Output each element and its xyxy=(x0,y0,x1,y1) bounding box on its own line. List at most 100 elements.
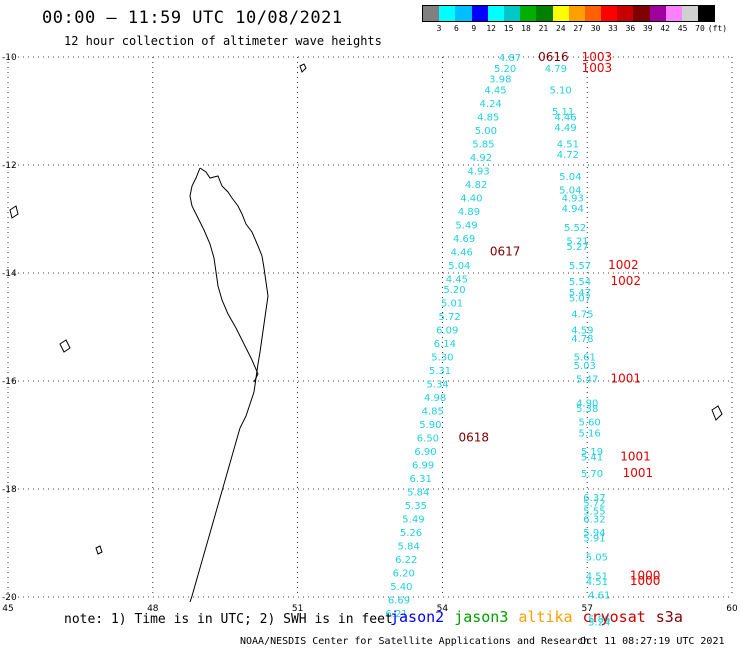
pass-time-label: 1002 xyxy=(608,258,639,272)
legend-tick-label: 15 xyxy=(503,24,514,33)
lat-tick-label: -18 xyxy=(2,485,17,495)
satellite-cryosat: cryosat xyxy=(582,608,646,626)
page-title: 00:00 – 11:59 UTC 10/08/2021 xyxy=(42,8,343,28)
pass-time-label: 1000 xyxy=(630,574,661,588)
legend-tick-label: 36 xyxy=(625,24,636,33)
legend-tick-label: 3 xyxy=(436,24,442,33)
island-west-1 xyxy=(9,205,19,219)
lon-tick-label: 60 xyxy=(726,604,738,614)
wave-height-label: 4.45 xyxy=(484,85,506,96)
wave-height-label: 5.85 xyxy=(472,139,494,150)
wave-height-label: 4.49 xyxy=(554,123,576,134)
wave-height-label: 5.04 xyxy=(448,261,470,272)
wave-height-label: 3.98 xyxy=(489,75,511,86)
legend-tick-label: 39 xyxy=(642,24,653,33)
wave-height-label: 5.84 xyxy=(397,542,419,553)
legend-swatch xyxy=(439,6,456,21)
wave-height-label: 4.40 xyxy=(460,193,482,204)
satellite-jason3: jason3 xyxy=(454,608,509,626)
lon-tick-label: 57 xyxy=(581,604,592,614)
legend-swatch xyxy=(665,6,682,21)
lat-tick-label: -14 xyxy=(2,269,17,279)
legend-swatch xyxy=(487,6,504,21)
legend-swatch xyxy=(552,6,569,21)
legend-tick-label: 27 xyxy=(573,24,584,33)
pass-time-label: 1003 xyxy=(582,50,613,64)
wave-height-label: 5.91 xyxy=(583,534,605,545)
wave-height-label: 4.51 xyxy=(557,139,579,150)
pass-time-label: 0618 xyxy=(458,431,489,445)
wave-height-label: 4.87 xyxy=(499,53,521,64)
lat-tick-label: -20 xyxy=(2,593,17,603)
wave-height-label: 4.90 xyxy=(576,399,598,410)
island-reunion xyxy=(711,405,723,421)
wave-height-label: 4.78 xyxy=(571,334,593,345)
wave-height-label: 6.21 xyxy=(385,609,407,620)
lon-tick-label: 45 xyxy=(2,604,13,614)
lon-tick-label: 54 xyxy=(437,604,449,614)
legend-swatch xyxy=(682,6,699,21)
wave-height-label: 5.49 xyxy=(455,220,477,231)
legend-swatch xyxy=(536,6,553,21)
wave-height-label: 5.47 xyxy=(569,288,591,299)
wave-height-label: 4.85 xyxy=(422,407,444,418)
wave-height-label: 5.03 xyxy=(574,361,596,372)
wave-height-label: 5.86 xyxy=(588,615,610,626)
wave-height-label: 4.98 xyxy=(424,393,446,404)
satellite-key: jason2 jason3 altika cryosat s3a xyxy=(390,608,693,626)
legend-swatch xyxy=(455,6,472,21)
wave-height-label: 4.46 xyxy=(451,247,473,258)
pass-time-label: 1001 xyxy=(623,466,654,480)
wave-height-label: 6.22 xyxy=(395,555,417,566)
wave-height-label: 5.21 xyxy=(566,237,588,248)
pass-time-label: 1000 xyxy=(630,568,661,582)
legend-swatch xyxy=(520,6,537,21)
wave-height-label: 4.79 xyxy=(545,64,567,75)
wave-height-label: 5.27 xyxy=(566,242,588,253)
wave-height-label: 4.46 xyxy=(554,112,576,123)
legend-tick-label: 24 xyxy=(555,24,566,33)
legend-swatch xyxy=(698,6,715,21)
wave-height-label: 6.20 xyxy=(393,569,415,580)
wave-height-label: 4.75 xyxy=(571,310,593,321)
wave-height-label: 5.72 xyxy=(583,499,605,510)
wave-height-label: 5.54 xyxy=(569,277,591,288)
lat-tick-label: -10 xyxy=(2,53,17,63)
legend-tick-label: 33 xyxy=(608,24,618,33)
wave-height-label: 4.93 xyxy=(562,193,584,204)
wave-height-label: 5.90 xyxy=(419,420,441,431)
wave-height-label: 6.50 xyxy=(417,434,439,445)
altimeter-pass-west: 4.875.203.984.454.244.855.005.854.924.93… xyxy=(385,53,521,620)
altimeter-pass-east: 4.795.105.114.464.494.514.725.045.044.93… xyxy=(545,64,611,628)
wave-height-label: 5.70 xyxy=(581,469,603,480)
wave-height-label: 4.51 xyxy=(586,577,608,588)
pass-time-label: 0617 xyxy=(490,244,521,258)
wave-height-label: 5.05 xyxy=(586,553,608,564)
wave-height-label: 4.92 xyxy=(470,153,492,164)
wave-height-label: 6.14 xyxy=(434,339,456,350)
legend-tick-label: 18 xyxy=(521,24,531,33)
wave-height-label: 5.16 xyxy=(578,428,600,439)
wave-height-label: 5.57 xyxy=(569,261,591,272)
legend-swatch xyxy=(584,6,602,21)
wave-height-label: 4.82 xyxy=(465,180,487,191)
wave-height-label: 4.51 xyxy=(586,571,608,582)
wave-height-label: 6.31 xyxy=(410,474,432,485)
legend-swatch xyxy=(617,6,634,21)
wave-height-label: 4.72 xyxy=(557,150,579,161)
credit-text: NOAA/NESDIS Center for Satellite Applica… xyxy=(240,636,590,647)
lat-tick-label: -12 xyxy=(2,161,17,171)
legend-swatches xyxy=(422,5,716,22)
wave-height-label: 5.47 xyxy=(576,374,598,385)
wave-height-label: 4.94 xyxy=(562,204,584,215)
wave-height-label: 4.89 xyxy=(458,207,480,218)
axis-tick-labels: 45 48 51 54 57 60 -10 -12 -14 -16 -18 -20 xyxy=(2,53,738,614)
legend-swatch xyxy=(423,6,440,21)
legend-tick-label: 6 xyxy=(453,24,459,33)
wave-height-label: 5.72 xyxy=(439,312,461,323)
wave-height-label: 5.31 xyxy=(429,366,451,377)
wave-height-label: 5.52 xyxy=(564,223,586,234)
wave-height-label: 5.94 xyxy=(583,528,605,539)
